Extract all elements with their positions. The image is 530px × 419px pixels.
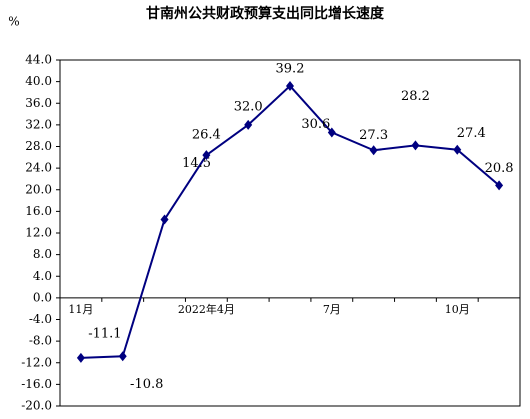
y-tick-label: -8.0 <box>29 334 52 348</box>
y-tick-label: 28.0 <box>25 139 52 153</box>
data-label: 30.6 <box>301 117 330 132</box>
plot-frame <box>59 59 521 407</box>
y-tick-label: -12.0 <box>21 355 52 369</box>
y-tick-label: 16.0 <box>25 204 52 218</box>
data-label: 27.3 <box>359 128 388 143</box>
data-label: 20.8 <box>485 161 514 176</box>
data-point <box>76 352 85 363</box>
x-tick-label: 2022年4月 <box>178 302 235 316</box>
y-tick-label: 12.0 <box>25 226 52 240</box>
data-point <box>160 214 169 225</box>
x-tick-label: 11月 <box>68 303 93 316</box>
data-point <box>118 351 127 362</box>
data-label: 26.4 <box>192 128 221 143</box>
data-point <box>286 80 294 91</box>
y-tick-label: 4.0 <box>33 269 52 283</box>
data-label: 32.0 <box>234 99 263 114</box>
y-tick-label: 40.0 <box>25 74 52 88</box>
y-tick-label: 44.0 <box>25 53 52 67</box>
data-label: 27.4 <box>457 126 486 141</box>
y-tick-label: -16.0 <box>21 377 52 391</box>
data-label: -10.8 <box>130 377 163 392</box>
data-point <box>244 119 253 130</box>
y-tick-label: 8.0 <box>33 247 52 261</box>
x-tick-label: 10月 <box>445 303 470 316</box>
data-point <box>495 180 504 191</box>
y-tick-label: 32.0 <box>25 117 52 131</box>
y-tick-label: 36.0 <box>25 96 52 110</box>
data-label: 39.2 <box>276 61 305 76</box>
data-label: -11.1 <box>88 326 121 341</box>
data-label: 28.2 <box>401 89 430 104</box>
data-point <box>369 145 378 156</box>
data-point <box>453 144 462 155</box>
y-tick-label: -20.0 <box>21 399 52 413</box>
data-point <box>202 150 211 161</box>
y-tick-label: 24.0 <box>25 161 52 175</box>
y-axis-label: % <box>8 15 19 29</box>
y-tick-label: 0.0 <box>33 290 52 304</box>
data-label: 14.5 <box>182 156 211 171</box>
y-tick-label: 20.0 <box>25 182 52 196</box>
series-line <box>80 84 500 359</box>
x-tick-label: 7月 <box>323 303 341 316</box>
y-tick-label: -4.0 <box>29 312 52 326</box>
chart-title: 甘南州公共财政预算支出同比增长速度 <box>146 5 385 22</box>
data-point <box>411 140 420 151</box>
data-point <box>327 127 336 138</box>
